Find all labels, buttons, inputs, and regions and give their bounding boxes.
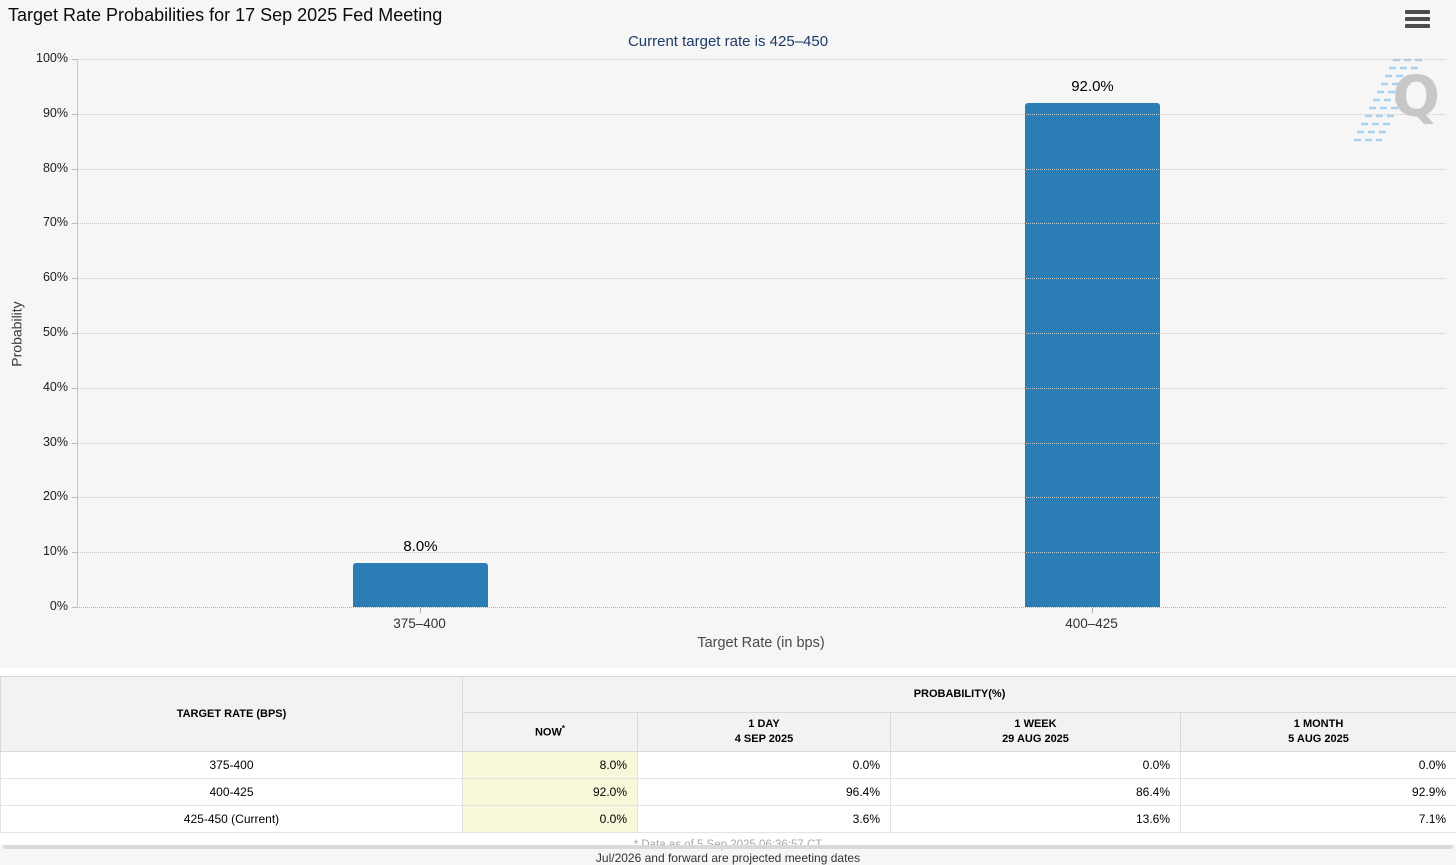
- x-tick-mark: [420, 608, 421, 613]
- gridline: [77, 169, 1445, 170]
- cell-day: 96.4%: [638, 779, 891, 806]
- y-tick-label: 80%: [6, 161, 68, 175]
- gridline: [77, 278, 1445, 279]
- gridline: [77, 59, 1445, 60]
- cell-target-rate: 400-425: [1, 779, 463, 806]
- cell-week: 86.4%: [891, 779, 1181, 806]
- y-tick-label: 60%: [6, 270, 68, 284]
- x-axis-title: Target Rate (in bps): [77, 635, 1445, 651]
- y-tick-mark: [72, 59, 77, 60]
- x-tick-label: 375–400: [340, 616, 500, 631]
- y-tick-label: 70%: [6, 215, 68, 229]
- cell-now: 92.0%: [463, 779, 638, 806]
- gridline: [77, 443, 1445, 444]
- gridline: [77, 497, 1445, 498]
- cell-month: 7.1%: [1181, 806, 1456, 833]
- y-tick-mark: [72, 114, 77, 115]
- y-tick-mark: [72, 278, 77, 279]
- y-tick-mark: [72, 443, 77, 444]
- gridline: [77, 552, 1445, 553]
- y-tick-label: 0%: [6, 599, 68, 613]
- gridline: [77, 223, 1445, 224]
- cell-month: 92.9%: [1181, 779, 1456, 806]
- cell-target-rate: 425-450 (Current): [1, 806, 463, 833]
- col-header-now: NOW*: [463, 713, 638, 752]
- col-group-header-probability: PROBABILITY(%): [463, 677, 1456, 713]
- y-tick-label: 50%: [6, 325, 68, 339]
- chart-region: Current target rate is 425–450 8.0%92.0%…: [0, 0, 1456, 668]
- cell-month: 0.0%: [1181, 752, 1456, 779]
- gridline: [77, 333, 1445, 334]
- chart-subtitle: Current target rate is 425–450: [0, 33, 1456, 50]
- cell-week: 13.6%: [891, 806, 1181, 833]
- panel-bottom-edge: [3, 845, 1453, 849]
- cell-now: 0.0%: [463, 806, 638, 833]
- y-tick-mark: [72, 388, 77, 389]
- y-tick-label: 90%: [6, 106, 68, 120]
- y-tick-mark: [72, 552, 77, 553]
- y-tick-label: 100%: [6, 51, 68, 65]
- y-tick-label: 10%: [6, 544, 68, 558]
- bar: [353, 563, 488, 607]
- y-tick-label: 20%: [6, 489, 68, 503]
- y-tick-mark: [72, 169, 77, 170]
- y-tick-label: 40%: [6, 380, 68, 394]
- y-tick-mark: [72, 333, 77, 334]
- cell-day: 3.6%: [638, 806, 891, 833]
- col-header-target-rate: TARGET RATE (BPS): [1, 677, 463, 752]
- probability-table: TARGET RATE (BPS) PROBABILITY(%) NOW*1 D…: [0, 676, 1456, 833]
- bar: [1025, 103, 1160, 607]
- cell-week: 0.0%: [891, 752, 1181, 779]
- gridline: [77, 388, 1445, 389]
- y-tick-mark: [72, 223, 77, 224]
- x-tick-label: 400–425: [1012, 616, 1172, 631]
- gridline: [77, 114, 1445, 115]
- y-tick-label: 30%: [6, 435, 68, 449]
- cell-target-rate: 375-400: [1, 752, 463, 779]
- cell-day: 0.0%: [638, 752, 891, 779]
- y-tick-mark: [72, 497, 77, 498]
- clipped-footnote: Jul/2026 and forward are projected meeti…: [0, 851, 1456, 865]
- table-row: 425-450 (Current)0.0%3.6%13.6%7.1%: [1, 806, 1456, 833]
- probability-table-section: TARGET RATE (BPS) PROBABILITY(%) NOW*1 D…: [0, 668, 1456, 845]
- cell-now: 8.0%: [463, 752, 638, 779]
- bar-value-label: 92.0%: [1025, 78, 1160, 95]
- x-tick-mark: [1092, 608, 1093, 613]
- y-tick-mark: [72, 607, 77, 608]
